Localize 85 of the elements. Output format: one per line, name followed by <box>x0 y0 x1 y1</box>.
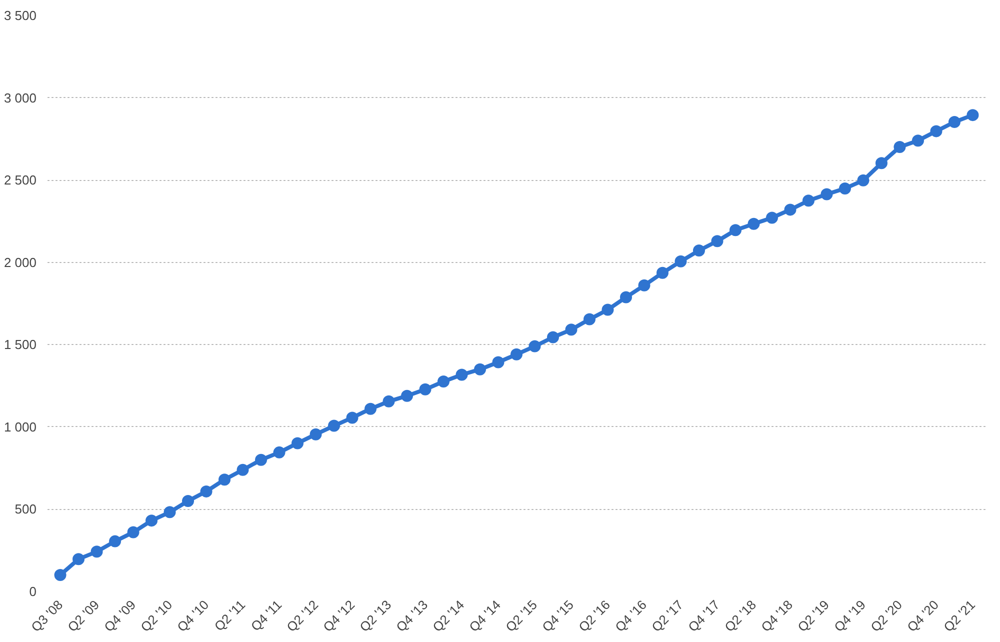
point <box>766 212 778 224</box>
point <box>109 535 122 548</box>
point <box>236 464 249 476</box>
point <box>820 188 833 200</box>
point <box>438 376 450 388</box>
x-tick-label: Q2 '10 <box>138 597 176 635</box>
point <box>692 244 705 256</box>
point <box>838 182 851 194</box>
y-tick-label: 0 <box>29 584 37 599</box>
point <box>255 454 268 466</box>
point <box>528 340 541 352</box>
point <box>875 157 888 170</box>
point <box>620 291 632 304</box>
point <box>346 412 358 424</box>
x-tick-label: Q4 '09 <box>101 597 139 635</box>
x-tick-label: Q4 '17 <box>685 597 723 635</box>
point <box>90 546 103 558</box>
point <box>638 279 650 292</box>
point <box>656 266 668 279</box>
y-tick-label: 2 500 <box>4 172 37 188</box>
x-tick-label: Q2 '18 <box>722 597 760 635</box>
x-tick-label: Q4 '12 <box>320 597 358 635</box>
point <box>273 446 286 458</box>
x-tick-label: Q4 '19 <box>831 597 869 635</box>
point <box>328 420 340 432</box>
point <box>54 569 66 582</box>
y-tick-label: 3 500 <box>4 8 37 23</box>
point <box>72 553 85 566</box>
point <box>802 194 814 207</box>
x-tick-label: Q2 '12 <box>284 597 322 635</box>
y-tick-label: 1 500 <box>4 337 37 352</box>
point <box>912 134 924 147</box>
point <box>419 383 432 396</box>
point <box>711 235 724 248</box>
point <box>948 116 960 128</box>
point <box>894 141 906 153</box>
point <box>474 363 486 376</box>
point <box>748 218 760 230</box>
point <box>565 324 578 336</box>
point <box>729 224 742 236</box>
point <box>510 348 522 360</box>
point <box>602 304 614 316</box>
x-tick-label: Q4 '14 <box>466 597 504 635</box>
point <box>930 125 942 138</box>
x-tick-label: Q4 '20 <box>904 597 942 635</box>
x-tick-label: Q2 '09 <box>64 597 102 635</box>
point <box>547 331 559 344</box>
x-tick-label: Q2 '19 <box>794 597 832 635</box>
point <box>857 174 870 186</box>
x-tick-label: Q2 '13 <box>356 597 394 635</box>
point <box>401 390 414 402</box>
x-tick-label: Q4 '18 <box>758 597 796 635</box>
x-tick-label: Q4 '11 <box>248 597 285 634</box>
point <box>966 109 979 122</box>
point <box>784 204 796 216</box>
x-tick-label: Q2 '15 <box>502 597 540 635</box>
x-tick-label: Q4 '16 <box>612 597 650 635</box>
point <box>674 255 687 268</box>
point <box>200 485 212 498</box>
x-tick-label: Q4 '13 <box>393 597 431 635</box>
y-tick-label: 1 000 <box>4 419 37 434</box>
point <box>583 313 596 326</box>
y-tick-label: 3 000 <box>4 90 37 106</box>
x-tick-label: Q2 '20 <box>868 597 906 635</box>
x-tick-label: Q4 '15 <box>539 597 577 635</box>
x-tick-label: Q2 '14 <box>430 597 468 635</box>
point <box>218 474 231 486</box>
point <box>164 506 176 518</box>
point <box>146 514 158 527</box>
point <box>310 428 322 440</box>
x-tick-label: Q2 '11 <box>211 597 248 634</box>
point <box>364 402 377 415</box>
y-tick-label: 500 <box>14 502 37 517</box>
x-tick-label: Q2 '16 <box>576 597 614 635</box>
point <box>292 437 304 450</box>
point <box>382 395 395 408</box>
x-tick-label: Q3 '08 <box>28 597 66 635</box>
x-tick-label: Q2 '21 <box>940 597 978 635</box>
point <box>182 494 194 507</box>
point <box>456 368 468 381</box>
x-tick-label: Q4 '10 <box>174 597 212 635</box>
x-tick-label: Q2 '17 <box>648 597 686 635</box>
y-tick-label: 2 000 <box>4 254 37 270</box>
point <box>492 356 504 368</box>
point <box>127 526 140 538</box>
